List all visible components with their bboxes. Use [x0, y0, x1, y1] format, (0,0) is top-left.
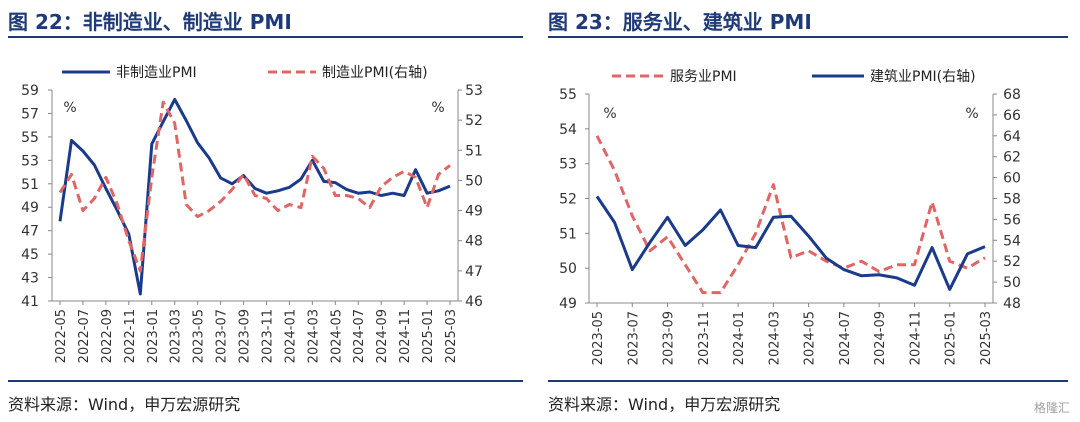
source-left: 资料来源：Wind，申万宏源研究 — [8, 395, 241, 414]
y-tick-label-right: 47 — [465, 264, 483, 280]
unit-label-right: % — [431, 100, 444, 116]
y-tick-label-right: 53 — [465, 83, 483, 99]
y-tick-label-left: 59 — [21, 83, 39, 99]
y-tick-label-left: 53 — [559, 157, 577, 173]
y-tick-label-right: 46 — [465, 294, 483, 310]
x-tick-label: 2025-03 — [979, 311, 994, 365]
y-tick-label-right: 60 — [1003, 171, 1021, 187]
y-tick-label-left: 45 — [21, 247, 39, 263]
unit-label-left: % — [603, 106, 616, 122]
source-rule-left — [8, 380, 523, 382]
x-tick-label: 2023-07 — [626, 311, 641, 365]
y-tick-label-right: 62 — [1003, 150, 1021, 166]
y-tick-label-right: 48 — [1003, 296, 1021, 312]
chart-left: 41 43 45 47 49 51 53 55 57 59 46 47 48 49 50 51 52 53% % 20… — [21, 65, 483, 363]
source-right: 资料来源：Wind，申万宏源研究 — [548, 395, 781, 414]
y-tick-label-left: 43 — [21, 271, 39, 287]
y-tick-label-left: 41 — [21, 294, 39, 310]
x-tick-label: 2023-01 — [146, 309, 161, 363]
y-tick-label-left: 57 — [21, 106, 39, 122]
x-tick-label: 2023-07 — [215, 309, 230, 363]
y-tick-label-right: 68 — [1003, 87, 1021, 103]
x-tick-label: 2024-03 — [767, 311, 782, 365]
series-line-1 — [58, 97, 451, 296]
y-tick-label-left: 47 — [21, 224, 39, 240]
x-tick-label: 2024-01 — [732, 311, 747, 365]
source-rule-right — [548, 380, 1068, 382]
y-tick-label-left: 54 — [559, 122, 577, 138]
x-tick-label: 2025-01 — [421, 309, 436, 363]
y-tick-label-right: 49 — [465, 204, 483, 220]
x-tick-label: 2024-09 — [375, 309, 390, 363]
y-tick-label-right: 64 — [1003, 129, 1021, 145]
x-tick-label: 2024-03 — [306, 309, 321, 363]
x-tick-label: 2023-11 — [697, 311, 712, 365]
x-tick-label: 2024-05 — [803, 311, 818, 365]
y-tick-label-left: 53 — [21, 153, 39, 169]
series-line-2 — [58, 100, 451, 273]
x-tick-label: 2024-01 — [283, 309, 298, 363]
x-tick-label: 2024-11 — [398, 309, 413, 363]
y-tick-label-left: 52 — [559, 192, 577, 208]
x-tick-label: 2025-01 — [944, 311, 959, 365]
unit-label-left: % — [63, 100, 76, 116]
x-tick-label: 2022-07 — [77, 309, 92, 363]
y-tick-label-left: 50 — [559, 261, 577, 277]
y-tick-label-right: 56 — [1003, 212, 1021, 228]
legend-label-2: 制造业PMI(右轴) — [322, 65, 428, 81]
x-tick-label: 2023-09 — [662, 311, 677, 365]
legend-label-2: 建筑业PMI(右轴) — [870, 69, 976, 85]
series-line-2 — [595, 195, 986, 291]
y-tick-label-right: 52 — [465, 113, 483, 129]
legend-label-1: 非制造业PMI — [116, 65, 197, 81]
y-tick-label-right: 58 — [1003, 192, 1021, 208]
y-tick-label-right: 52 — [1003, 254, 1021, 270]
x-tick-label: 2022-11 — [123, 309, 138, 363]
x-tick-label: 2023-05 — [591, 311, 606, 365]
y-tick-label-right: 50 — [1003, 275, 1021, 291]
y-tick-label-left: 49 — [21, 200, 39, 216]
legend-label-1: 服务业PMI — [670, 69, 737, 85]
x-tick-label: 2022-09 — [100, 309, 115, 363]
title-rule-right — [548, 36, 1068, 38]
series-line-1 — [595, 135, 986, 295]
unit-label-right: % — [965, 106, 978, 122]
x-tick-label: 2022-05 — [54, 309, 69, 363]
x-tick-label: 2024-05 — [329, 309, 344, 363]
chart-title-left: 图 22：非制造业、制造业 PMI — [8, 10, 292, 34]
y-tick-label-right: 50 — [465, 173, 483, 189]
x-tick-label: 2023-09 — [238, 309, 253, 363]
x-tick-label: 2023-11 — [260, 309, 275, 363]
y-tick-label-right: 54 — [1003, 233, 1021, 249]
x-tick-label: 2024-07 — [838, 311, 853, 365]
y-tick-label-left: 55 — [559, 87, 577, 103]
y-tick-label-right: 51 — [465, 143, 483, 159]
y-tick-label-right: 66 — [1003, 108, 1021, 124]
y-tick-label-left: 51 — [21, 177, 39, 193]
y-tick-label-left: 49 — [559, 296, 577, 312]
x-tick-label: 2024-07 — [352, 309, 367, 363]
x-tick-label: 2024-11 — [908, 311, 923, 365]
x-tick-label: 2025-03 — [444, 309, 459, 363]
title-rule-left — [8, 36, 523, 38]
x-tick-label: 2023-05 — [192, 309, 207, 363]
y-tick-label-left: 55 — [21, 130, 39, 146]
chart-title-right: 图 23：服务业、建筑业 PMI — [548, 10, 812, 34]
x-tick-label: 2024-09 — [873, 311, 888, 365]
watermark-logo: 格隆汇 — [1033, 401, 1070, 415]
y-tick-label-right: 48 — [465, 234, 483, 250]
x-tick-label: 2023-03 — [169, 309, 184, 363]
chart-right: 49 50 51 52 53 54 55 48 50 52 54 56 58 60 62 64 66 68% % 20… — [559, 69, 1021, 365]
y-tick-label-left: 51 — [559, 226, 577, 242]
